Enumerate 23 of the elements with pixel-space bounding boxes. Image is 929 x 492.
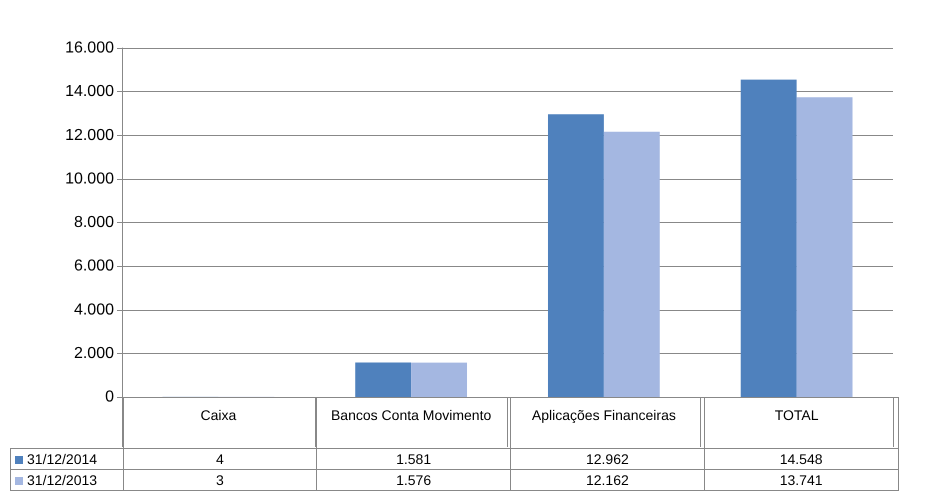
y-tick-label: 12.000 (65, 126, 114, 144)
y-tick-label: 0 (105, 388, 114, 406)
legend-label: 31/12/2013 (10, 470, 123, 490)
y-tick-label: 6.000 (74, 258, 114, 275)
data-label: 12.162 (510, 470, 704, 490)
x-tick-label: TOTAL (774, 407, 819, 423)
y-tick-label: 16.000 (65, 40, 114, 56)
data-label: 12.962 (510, 448, 704, 470)
legend-label: 31/12/2014 (10, 448, 123, 470)
x-tick-label: Bancos Conta Movimento (330, 407, 492, 423)
data-label: 3 (123, 470, 317, 490)
y-tick-label: 8.000 (74, 214, 114, 231)
data-label: 1.581 (316, 448, 510, 470)
data-label: 4 (123, 448, 317, 470)
data-label: 14.548 (704, 448, 898, 470)
y-tick-label: 10.000 (65, 170, 114, 188)
y-tick-label: 2.000 (74, 344, 114, 362)
y-tick-label: 4.000 (74, 301, 114, 318)
x-tick-label: Caixa (200, 407, 236, 423)
data-label: 13.741 (704, 470, 898, 490)
x-tick-label: Aplicações Financeiras (532, 407, 676, 423)
y-tick-label: 14.000 (65, 83, 114, 100)
data-label: 1.576 (316, 470, 510, 490)
